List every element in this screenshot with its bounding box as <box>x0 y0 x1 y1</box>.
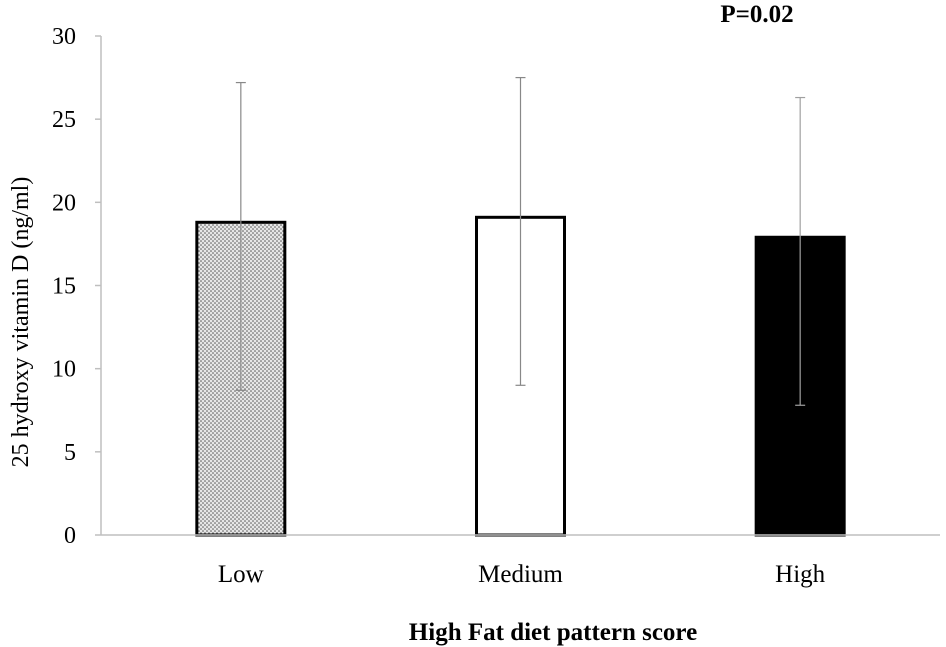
error-bars <box>235 76 806 406</box>
y-tick-label: 0 <box>64 523 76 549</box>
x-axis-title: High Fat diet pattern score <box>409 619 697 646</box>
y-tick-label: 20 <box>52 190 76 216</box>
y-axis-title: 25 hydroxy vitamin D (ng/ml) <box>8 177 34 468</box>
x-category-high: High <box>775 561 826 588</box>
y-tick-label: 5 <box>64 440 76 466</box>
y-tick-label: 25 <box>52 107 76 133</box>
x-category-low: Low <box>218 561 264 588</box>
x-axis-categories: Low Medium High <box>218 561 826 588</box>
y-tick-label: 10 <box>52 357 76 383</box>
y-tick-label: 30 <box>52 24 76 50</box>
y-axis-ticks: 0 5 10 15 20 25 30 <box>52 24 101 549</box>
x-category-medium: Medium <box>478 561 563 588</box>
p-value-annotation: P=0.02 <box>720 1 793 28</box>
y-tick-label: 15 <box>52 274 76 300</box>
